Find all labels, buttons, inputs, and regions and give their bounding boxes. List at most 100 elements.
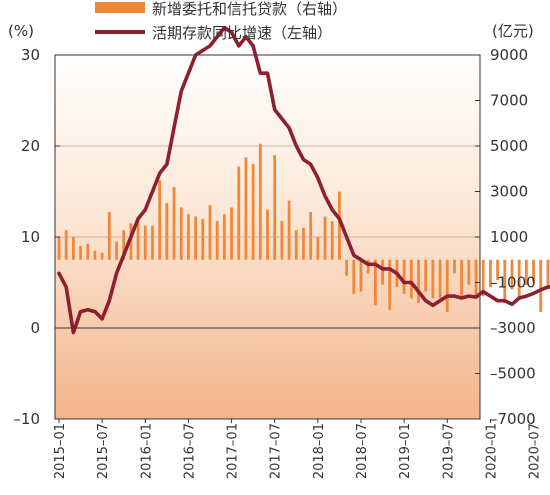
bar [409,259,413,299]
bar [165,202,169,260]
x-tick-label: 2016–07 [182,423,197,479]
right-axis-unit: (亿元) [492,22,534,40]
bar [338,191,341,260]
bar [366,259,370,274]
right-axis-ticks: 9000 7000 5000 3000 1000 –1000 –3000 –5000 –7000 [475,46,536,428]
bar [352,259,356,294]
right-tick-label: 9000 [490,46,528,64]
bar [266,209,269,260]
bar [323,216,327,260]
x-tick-label: 2015–07 [96,423,111,479]
right-tick-label: 3000 [490,183,528,201]
bar [222,214,226,260]
left-tick-label: 30 [21,46,40,64]
x-tick-label: 2019–07 [441,423,456,479]
bar [79,246,82,260]
right-tick-label: –1000 [490,274,536,292]
x-tick-label: 2017–07 [269,423,284,479]
bar [546,259,550,288]
left-axis-ticks: 30 20 10 0 –10 [13,46,60,428]
line-series-path [57,25,550,335]
right-tick-label: 5000 [490,137,528,155]
bar [438,259,442,299]
legend-bar-label: 新增委托和信托贷款（右轴） [152,0,347,18]
x-tick-label: 2019–01 [398,423,413,479]
right-tick-label: –5000 [490,365,536,383]
bar [402,259,406,294]
left-tick-label: 20 [21,137,40,155]
bar [208,205,212,260]
right-tick-label: –3000 [490,319,536,337]
bar [460,259,464,297]
bar [273,155,277,260]
bar [539,259,543,313]
left-tick-label: –10 [13,410,40,428]
bar [424,259,428,292]
bar [179,207,183,260]
bar [510,259,514,290]
bar [115,241,118,260]
legend: 新增委托和信托贷款（右轴） 活期存款同比增速（左轴） [95,0,347,42]
x-tick-label: 2018–01 [312,423,327,479]
bar [316,237,320,260]
bar [388,259,392,310]
x-tick-label: 2015–01 [53,423,68,479]
bar [280,221,284,260]
bar [453,259,456,274]
left-tick-label: 10 [21,228,40,246]
right-tick-label: 1000 [490,228,528,246]
bar [294,230,298,260]
bar [503,259,507,303]
bar [481,259,485,297]
x-tick-label: 2018–07 [355,423,370,479]
bar [151,225,154,260]
x-tick-label: 2016–01 [139,423,154,479]
bar [417,259,420,303]
bar [158,180,162,260]
bar [237,166,241,260]
bar [86,243,90,260]
x-axis-ticks: 2015–01 2015–07 2016–01 2016–07 2017–01 2017–… [53,419,543,479]
bar [431,259,435,299]
bar [359,259,363,292]
bar [381,259,384,285]
bar [136,218,140,260]
bar [93,250,97,260]
bar [287,200,291,260]
bar [496,259,499,281]
legend-line-label: 活期存款同比增速（左轴） [152,24,332,42]
bar [57,237,61,260]
right-tick-label: –7000 [490,410,536,428]
bar [215,221,219,260]
bar [302,227,305,260]
bar [122,230,126,260]
bar [64,230,68,260]
bar [345,259,348,276]
bar [309,211,313,260]
bar [474,259,478,299]
bar [258,143,262,260]
bar [489,259,492,288]
bar [201,218,205,260]
bar [230,207,233,260]
bar [71,237,75,260]
bar [244,157,248,260]
left-tick-label: 0 [30,319,40,337]
bar [467,259,471,285]
x-tick-label: 2017–01 [226,423,241,479]
right-tick-label: 7000 [490,92,528,110]
bar [194,216,198,260]
left-axis-unit: (%) [8,22,34,40]
bar [330,221,334,260]
bar [107,211,111,260]
bar [532,259,535,283]
bar [100,252,104,260]
bar [143,225,147,260]
bar [445,259,449,313]
bar [251,164,255,260]
x-tick-label: 2020–07 [528,423,543,479]
bar [187,214,190,260]
legend-bar-swatch [95,2,145,13]
bar [172,186,176,260]
